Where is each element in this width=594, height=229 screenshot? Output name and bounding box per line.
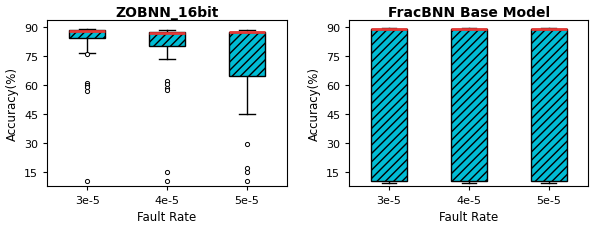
- Y-axis label: Accuracy(%): Accuracy(%): [308, 66, 320, 140]
- Bar: [229, 33, 265, 76]
- Bar: [530, 30, 567, 181]
- Bar: [149, 33, 185, 46]
- Bar: [371, 30, 407, 181]
- X-axis label: Fault Rate: Fault Rate: [439, 210, 498, 224]
- Title: ZOBNN_16bit: ZOBNN_16bit: [115, 5, 219, 19]
- Title: FracBNN Base Model: FracBNN Base Model: [388, 5, 550, 19]
- Bar: [451, 30, 486, 181]
- X-axis label: Fault Rate: Fault Rate: [137, 210, 197, 224]
- Bar: [69, 31, 105, 39]
- Y-axis label: Accuracy(%): Accuracy(%): [5, 66, 18, 140]
